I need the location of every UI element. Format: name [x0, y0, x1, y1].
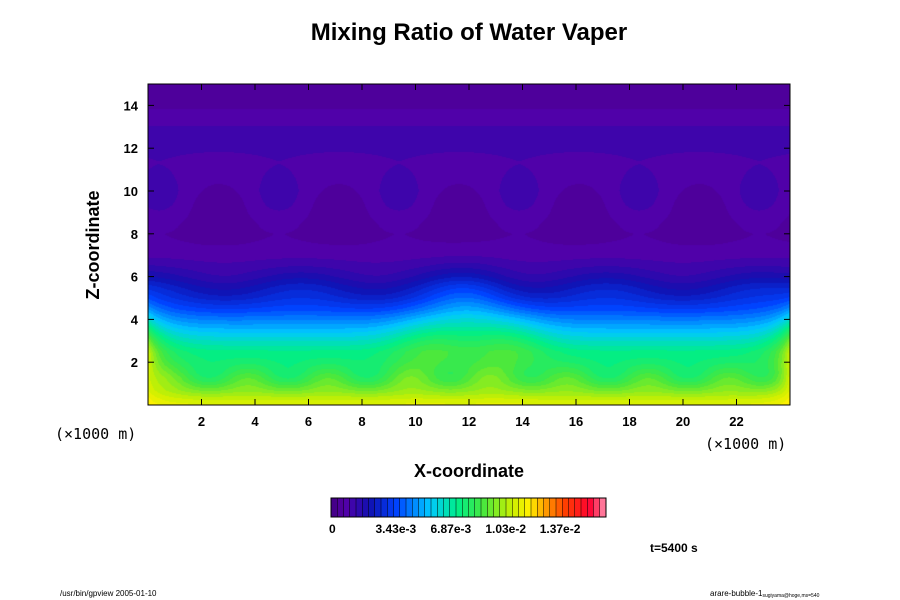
colorbar-swatch	[556, 498, 563, 517]
colorbar-swatch	[524, 498, 532, 517]
colorbar-swatch	[356, 498, 363, 517]
colorbar-swatch	[424, 498, 432, 517]
colorbar: 0 3.43e-3 6.87e-3 1.03e-2 1.37e-2	[329, 497, 607, 536]
colorbar-swatch	[399, 498, 407, 517]
colorbar-swatch	[574, 498, 582, 517]
colorbar-swatch	[406, 498, 413, 517]
colorbar-swatch	[468, 498, 476, 517]
colorbar-swatch	[393, 498, 401, 517]
colorbar-swatch	[437, 498, 444, 517]
y-tick-label: 14	[124, 98, 139, 113]
footer-right-sub: sugiyama@hoge,ms=540	[762, 593, 819, 599]
colorbar-swatch	[418, 498, 426, 517]
y-tick-label: 4	[131, 312, 139, 327]
colorbar-swatch	[349, 498, 357, 517]
chart-title: Mixing Ratio of Water Vaper	[311, 19, 628, 46]
y-tick-label: 10	[124, 184, 138, 199]
footer-left: /usr/bin/gpview 2005-01-10	[60, 589, 157, 598]
x-axis: 2 4 6 8 10 12 14 16 18 20 22	[198, 84, 744, 429]
colorbar-swatch	[462, 498, 469, 517]
colorbar-swatch	[443, 498, 451, 517]
colorbar-tick-label: 1.37e-2	[540, 522, 581, 536]
x-tick-label: 12	[462, 414, 476, 429]
y-tick-label: 2	[131, 355, 138, 370]
y-tick-label: 6	[131, 270, 138, 285]
colorbar-swatch	[593, 498, 601, 517]
x-tick-label: 4	[251, 414, 259, 429]
y-axis-title: Z-coordinate	[83, 190, 103, 299]
colorbar-swatch	[599, 498, 607, 517]
y-axis: 2 4 6 8 10 12 14	[124, 98, 790, 370]
colorbar-swatch	[493, 498, 501, 517]
colorbar-swatch	[387, 498, 394, 517]
colorbar-swatch	[374, 498, 382, 517]
footer-right: arare-bubble-1sugiyama@hoge,ms=540	[710, 589, 820, 599]
x-axis-title: X-coordinate	[414, 461, 524, 481]
y-tick-label: 8	[131, 227, 138, 242]
colorbar-swatch	[362, 498, 369, 517]
footer-right-main: arare-bubble-1	[710, 589, 763, 598]
colorbar-swatch	[499, 498, 507, 517]
colorbar-tick-label: 0	[329, 522, 336, 536]
colorbar-swatch	[568, 498, 576, 517]
y-tick-label: 12	[124, 141, 138, 156]
colorbar-swatch	[456, 498, 463, 517]
colorbar-tick-label: 6.87e-3	[430, 522, 471, 536]
x-tick-label: 20	[676, 414, 690, 429]
colorbar-swatch	[449, 498, 457, 517]
colorbar-tick-label: 1.03e-2	[485, 522, 526, 536]
colorbar-swatch	[343, 498, 351, 517]
colorbar-swatch	[587, 498, 594, 517]
x-tick-label: 18	[622, 414, 636, 429]
colorbar-tick-label: 3.43e-3	[375, 522, 416, 536]
colorbar-swatch	[506, 498, 513, 517]
colorbar-swatch	[512, 498, 519, 517]
colorbar-swatch	[562, 498, 569, 517]
colorbar-swatch	[481, 498, 488, 517]
plot-area	[147, 83, 791, 406]
colorbar-frame	[330, 497, 607, 518]
colorbar-swatch	[381, 498, 388, 517]
colorbar-swatch	[331, 498, 338, 517]
time-annotation: t=5400 s	[650, 541, 698, 555]
colorbar-swatch	[368, 498, 376, 517]
colorbar-swatch	[431, 498, 438, 517]
x-units-right: (×1000 m)	[705, 435, 786, 453]
colorbar-swatch	[412, 498, 419, 517]
colorbar-swatch	[487, 498, 494, 517]
x-tick-label: 6	[305, 414, 312, 429]
colorbar-swatch	[537, 498, 544, 517]
heatmap-field	[148, 84, 790, 405]
x-tick-label: 16	[569, 414, 583, 429]
x-units-left: (×1000 m)	[55, 425, 136, 443]
x-tick-label: 10	[408, 414, 422, 429]
colorbar-swatch	[581, 498, 588, 517]
x-tick-label: 2	[198, 414, 205, 429]
x-tick-label: 8	[358, 414, 365, 429]
x-tick-label: 14	[515, 414, 530, 429]
colorbar-swatch	[518, 498, 526, 517]
x-tick-label: 22	[729, 414, 743, 429]
colorbar-swatch	[474, 498, 482, 517]
colorbar-swatch	[531, 498, 538, 517]
colorbar-swatch	[337, 498, 344, 517]
colorbar-swatch	[549, 498, 557, 517]
colorbar-swatch	[543, 498, 551, 517]
